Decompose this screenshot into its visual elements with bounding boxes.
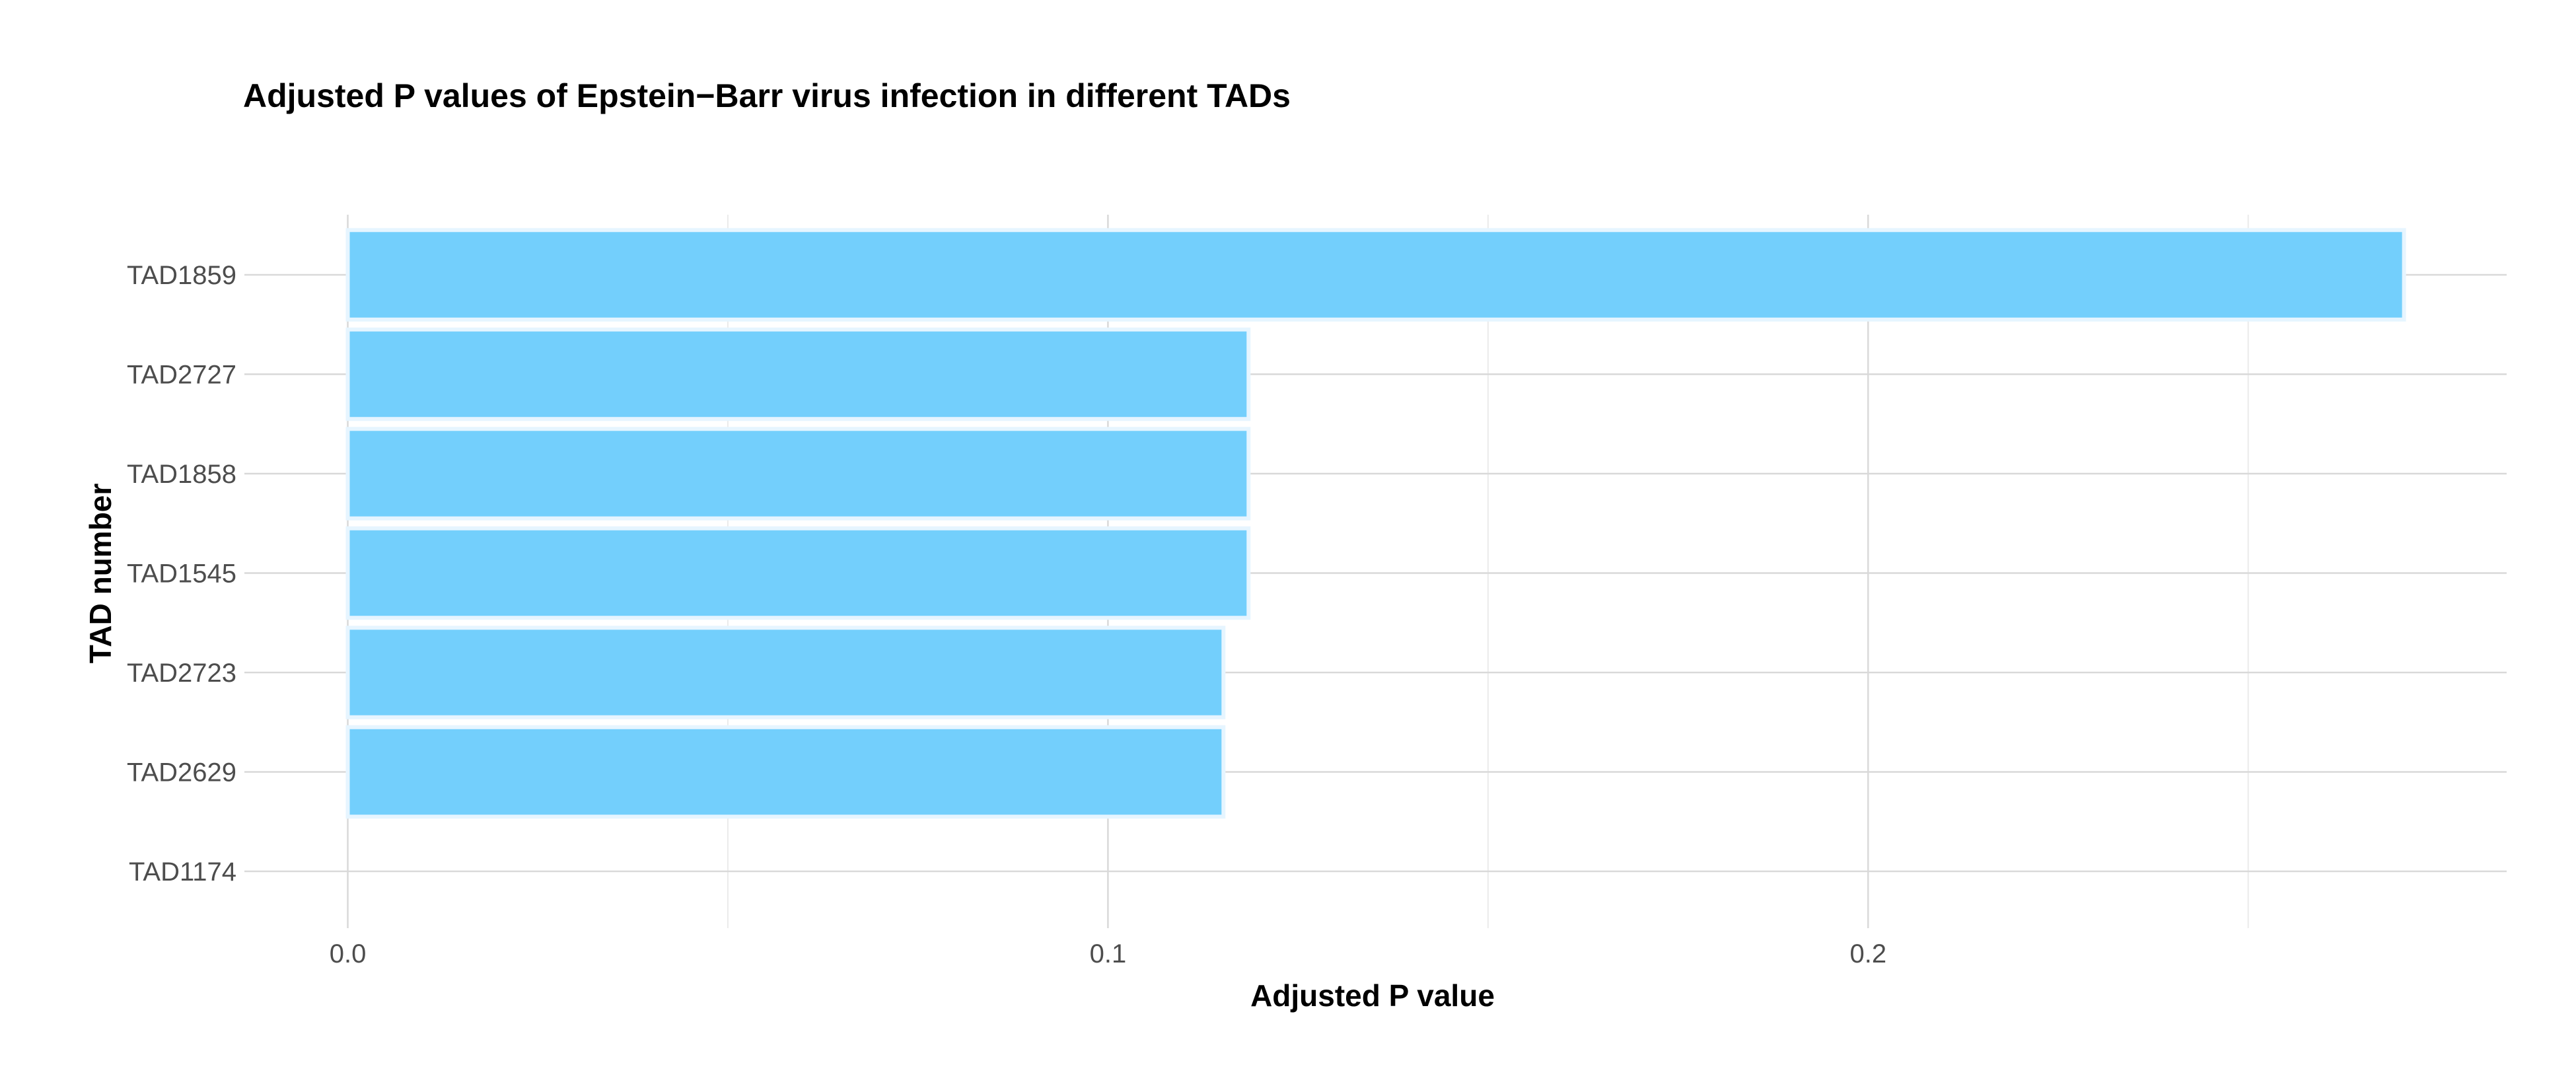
y-tick-label: TAD1859 [127,261,236,290]
x-axis-title: Adjusted P value [1250,978,1495,1013]
y-tick-label: TAD1858 [127,460,236,489]
y-tick-label: TAD2727 [127,361,236,390]
bars [345,228,2406,819]
bar-tad1859 [345,228,2406,322]
y-tick-labels: TAD1859 TAD2727 TAD1858 TAD1545 TAD2723 TAD26… [127,261,236,887]
chart-title: Adjusted P values of Epstein−Barr virus … [243,77,1291,114]
y-tick-label: TAD2723 [127,659,236,688]
y-axis-title: TAD number [83,484,118,664]
x-tick-label: 0.1 [1090,939,1127,968]
bar-tad2629 [345,725,1226,819]
x-tick-label: 0.2 [1849,939,1886,968]
bar-tad2723 [345,626,1226,719]
y-tick-label: TAD1545 [127,560,236,589]
y-tick-label: TAD1174 [129,857,236,887]
y-tick-label: TAD2629 [127,758,236,787]
bar-tad2727 [345,327,1251,421]
bar-tad1858 [345,427,1251,521]
x-tick-label: 0.0 [330,939,367,968]
bar-tad1545 [345,526,1251,620]
x-tick-labels: 0.0 0.1 0.2 [330,939,1886,968]
